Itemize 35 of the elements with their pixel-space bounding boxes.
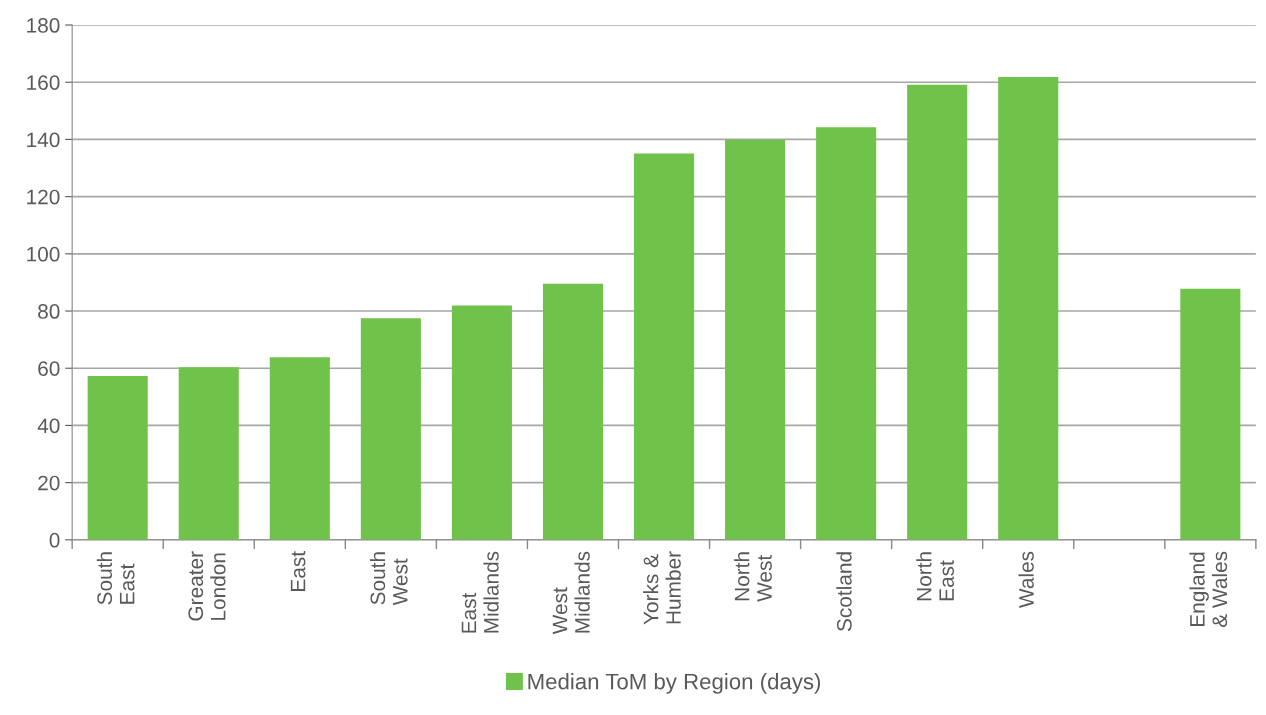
y-tick-label: 100 — [27, 246, 60, 262]
bar — [178, 367, 239, 540]
y-tick-label: 0 — [49, 532, 60, 548]
bar — [87, 375, 148, 540]
legend-label: Median ToM by Region (days) — [528, 673, 821, 694]
y-tick-label: 20 — [38, 475, 60, 491]
y-tick-label: 80 — [38, 304, 60, 319]
x-tick-label: North East — [916, 552, 954, 601]
bar — [269, 357, 330, 540]
x-tick-label: West Midlands — [552, 551, 590, 635]
y-tick-label: 140 — [27, 132, 60, 148]
bar — [451, 305, 512, 540]
x-tick-label: South East — [96, 552, 135, 605]
y-tick-label: 180 — [27, 18, 60, 33]
y-tick-label: 160 — [27, 75, 60, 90]
x-tick-label: East Midlands — [461, 551, 499, 633]
y-tick-label: 60 — [38, 361, 60, 376]
bar — [998, 77, 1059, 540]
x-tick-label: Yorks & Humber — [643, 551, 681, 625]
x-tick-label: East — [290, 551, 306, 591]
x-tick-label: North West — [734, 552, 772, 602]
x-tick-label: England & Wales — [1189, 551, 1228, 627]
y-tick-label: 120 — [27, 189, 60, 205]
bar — [633, 153, 695, 540]
bar — [907, 84, 968, 540]
x-tick-label: Wales — [1018, 551, 1034, 608]
bar — [1180, 288, 1241, 540]
y-tick-label: 40 — [37, 418, 60, 434]
bar — [542, 283, 604, 540]
x-tick-label: Greater London — [188, 551, 226, 621]
bar — [816, 127, 877, 540]
bar — [360, 318, 421, 540]
x-tick-label: South West — [369, 552, 408, 606]
x-tick-label: Scotland — [836, 552, 852, 632]
bar — [725, 139, 786, 540]
